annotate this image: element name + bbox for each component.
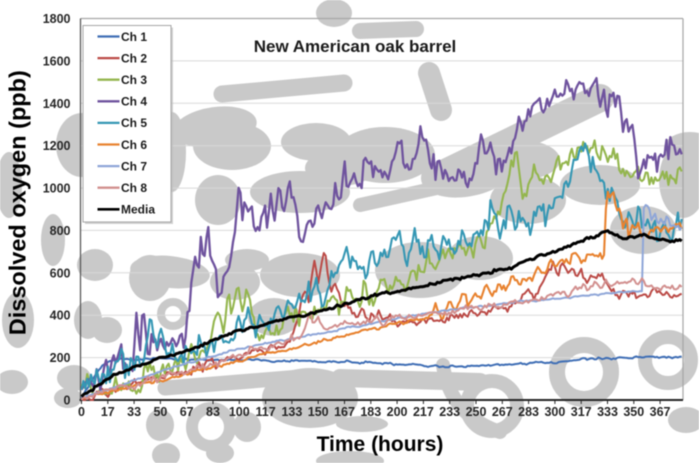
svg-text:Ch 2: Ch 2 xyxy=(121,51,147,65)
svg-text:1800: 1800 xyxy=(43,12,71,26)
svg-text:800: 800 xyxy=(50,224,71,238)
svg-text:Ch 5: Ch 5 xyxy=(121,116,147,130)
svg-text:1400: 1400 xyxy=(43,97,71,111)
svg-text:Dissolved oxygen (ppb): Dissolved oxygen (ppb) xyxy=(5,70,31,335)
svg-text:1600: 1600 xyxy=(43,54,71,68)
svg-text:117: 117 xyxy=(256,405,276,419)
svg-text:New American oak barrel: New American oak barrel xyxy=(254,37,457,56)
svg-text:Ch 8: Ch 8 xyxy=(121,181,147,195)
svg-text:Time (hours): Time (hours) xyxy=(317,433,444,456)
svg-text:367: 367 xyxy=(650,405,671,419)
svg-text:33: 33 xyxy=(127,405,141,419)
svg-text:Ch 6: Ch 6 xyxy=(121,138,147,152)
svg-text:17: 17 xyxy=(101,405,115,419)
svg-text:200: 200 xyxy=(50,351,71,365)
svg-text:1200: 1200 xyxy=(43,139,71,153)
svg-text:333: 333 xyxy=(597,405,618,419)
svg-text:Ch 7: Ch 7 xyxy=(121,159,147,173)
svg-text:600: 600 xyxy=(50,266,71,280)
svg-text:283: 283 xyxy=(518,405,539,419)
svg-text:300: 300 xyxy=(544,405,565,419)
svg-text:267: 267 xyxy=(492,405,513,419)
svg-text:83: 83 xyxy=(206,405,220,419)
svg-text:Ch 4: Ch 4 xyxy=(121,95,147,109)
svg-text:150: 150 xyxy=(308,405,329,419)
svg-text:317: 317 xyxy=(571,405,592,419)
svg-text:133: 133 xyxy=(281,405,302,419)
svg-text:167: 167 xyxy=(334,405,355,419)
svg-text:183: 183 xyxy=(360,405,381,419)
svg-text:217: 217 xyxy=(413,405,434,419)
svg-text:50: 50 xyxy=(153,405,167,419)
svg-text:Ch 1: Ch 1 xyxy=(121,30,147,44)
svg-text:250: 250 xyxy=(466,405,487,419)
svg-text:233: 233 xyxy=(439,405,460,419)
svg-text:0: 0 xyxy=(64,394,71,408)
svg-text:0: 0 xyxy=(78,405,85,419)
svg-text:350: 350 xyxy=(623,405,644,419)
svg-text:1000: 1000 xyxy=(43,182,71,196)
svg-text:100: 100 xyxy=(229,405,250,419)
svg-text:Ch 3: Ch 3 xyxy=(121,73,147,87)
svg-text:400: 400 xyxy=(50,309,71,323)
svg-text:67: 67 xyxy=(180,405,194,419)
svg-text:Media: Media xyxy=(121,203,155,217)
svg-text:200: 200 xyxy=(387,405,408,419)
